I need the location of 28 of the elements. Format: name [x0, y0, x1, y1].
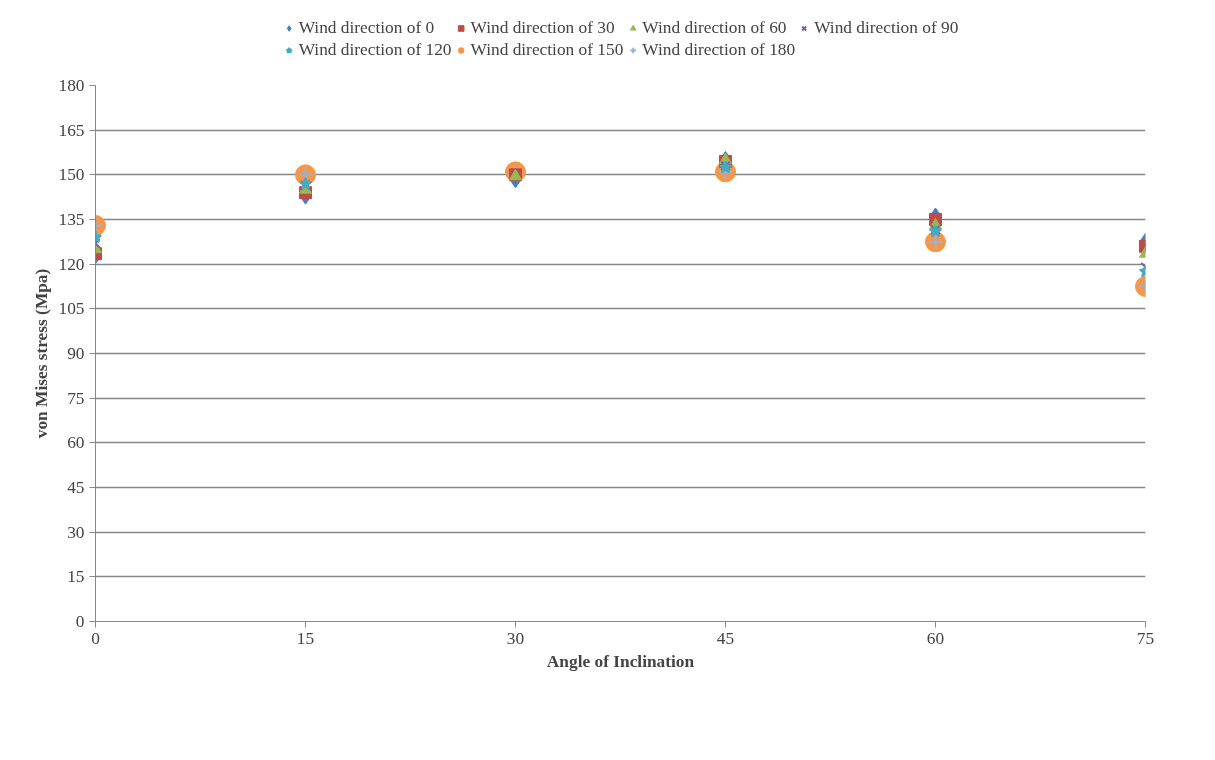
y-axis-title: von Mises stress (Mpa): [31, 268, 51, 439]
legend-label: Wind direction of 90: [814, 18, 959, 38]
x-tick-label: 0: [91, 628, 100, 648]
legend-label: Wind direction of 150: [470, 40, 624, 60]
legend-label: Wind direction of 60: [642, 18, 787, 38]
y-tick-label: 0: [75, 612, 85, 631]
legend-label: Wind direction of 0: [298, 18, 435, 38]
y-tick-label: 105: [58, 299, 85, 319]
y-tick-label: 30: [67, 522, 85, 542]
y-tick-label: 120: [58, 254, 85, 274]
x-tick-label: 45: [716, 628, 735, 648]
legend-label: Wind direction of 30: [470, 18, 615, 38]
x-tick-label: 75: [1136, 628, 1155, 648]
y-tick-label: 60: [67, 433, 85, 453]
y-tick-label: 15: [67, 567, 85, 587]
x-tick-label: 15: [296, 628, 315, 648]
x-tick-label: 30: [506, 628, 525, 648]
x-axis-title: Angle of Inclination: [546, 651, 695, 671]
y-tick-label: 180: [58, 76, 85, 95]
y-tick-label: 135: [58, 210, 85, 229]
y-tick-label: 150: [58, 165, 85, 185]
y-tick-label: 165: [58, 120, 85, 140]
y-tick-label: 75: [67, 388, 85, 408]
y-tick-label: 45: [67, 478, 85, 497]
legend-label: Wind direction of 120: [298, 40, 452, 60]
y-tick-label: 90: [67, 344, 85, 363]
x-tick-label: 60: [926, 628, 945, 648]
legend-label: Wind direction of 180: [642, 40, 796, 60]
